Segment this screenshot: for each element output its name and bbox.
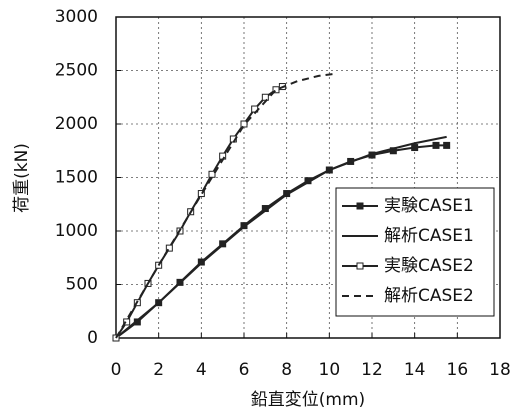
- x-tick-label: 14: [404, 360, 426, 380]
- plot-frame: [115, 16, 501, 339]
- legend-marker: [356, 202, 364, 210]
- marker: [208, 170, 216, 178]
- x-tick-label: 2: [153, 360, 164, 380]
- series-line: [115, 135, 447, 339]
- legend-label: 解析CASE1: [384, 226, 474, 246]
- marker: [443, 141, 451, 149]
- legend-marker: [356, 262, 364, 270]
- x-tick-label: 4: [196, 360, 207, 380]
- marker: [261, 93, 269, 101]
- y-tick-label: 500: [66, 275, 98, 295]
- legend-label: 実験CASE2: [384, 256, 474, 276]
- marker: [197, 190, 205, 198]
- y-axis-label: 荷重(kN): [12, 143, 32, 213]
- marker: [411, 144, 419, 152]
- x-tick-label: 16: [447, 360, 469, 380]
- y-tick-label: 1000: [55, 221, 98, 241]
- legend-label: 実験CASE1: [384, 196, 474, 216]
- x-tick-label: 0: [111, 360, 122, 380]
- x-tick-label: 8: [281, 360, 292, 380]
- series-line: [115, 72, 336, 339]
- x-tick-label: 12: [361, 360, 383, 380]
- legend-label: 解析CASE2: [384, 286, 474, 306]
- y-tick-label: 2500: [55, 61, 98, 81]
- y-tick-label: 3000: [55, 7, 98, 27]
- y-tick-label: 0: [87, 328, 98, 348]
- marker: [240, 120, 248, 128]
- x-axis-label: 鉛直変位(mm): [251, 390, 365, 410]
- x-tick-label: 6: [239, 360, 250, 380]
- marker: [123, 318, 131, 326]
- x-tick-label: 18: [489, 360, 511, 380]
- x-tick-label: 10: [319, 360, 341, 380]
- y-tick-label: 1500: [55, 168, 98, 188]
- y-tick-label: 2000: [55, 114, 98, 134]
- marker: [165, 244, 173, 252]
- marker: [432, 141, 440, 149]
